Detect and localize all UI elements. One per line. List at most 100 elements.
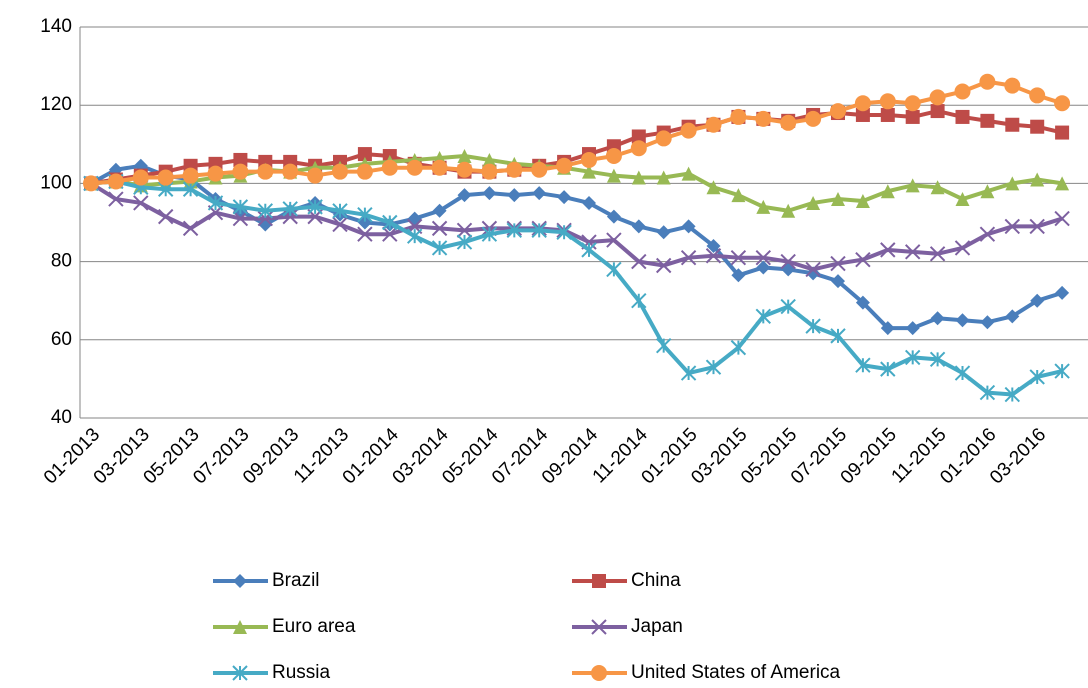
marker (456, 161, 473, 178)
legend-label: Brazil (272, 570, 320, 591)
marker (855, 251, 871, 268)
marker (1004, 218, 1021, 235)
marker (756, 260, 771, 275)
marker (855, 193, 870, 208)
marker (207, 195, 224, 211)
marker (108, 191, 124, 207)
marker (631, 129, 646, 144)
marker (531, 161, 548, 178)
marker (980, 184, 995, 199)
marker (980, 315, 995, 330)
marker (655, 337, 672, 354)
x-tick-label: 09-2014 (538, 424, 602, 488)
legend-marker (232, 665, 248, 681)
y-tick-label: 40 (51, 407, 72, 428)
marker (407, 211, 422, 226)
marker (606, 168, 621, 183)
y-tick-label: 80 (51, 251, 72, 272)
marker (755, 249, 772, 266)
marker (930, 104, 945, 119)
marker (680, 249, 697, 266)
marker (979, 226, 996, 242)
series-line (90, 109, 1063, 186)
legend-label: Japan (631, 616, 683, 637)
marker (357, 226, 373, 242)
marker (755, 110, 772, 127)
marker (905, 178, 920, 193)
marker (706, 238, 721, 253)
marker (431, 220, 448, 237)
y-tick-label: 140 (40, 16, 72, 37)
marker (655, 257, 672, 274)
marker (83, 175, 99, 192)
marker (1055, 176, 1070, 191)
marker (431, 240, 448, 256)
legend-marker (233, 574, 247, 588)
marker (979, 73, 996, 90)
marker (805, 318, 821, 334)
marker (631, 253, 647, 270)
marker (332, 216, 348, 233)
marker (880, 184, 895, 199)
marker (132, 169, 149, 186)
marker (581, 242, 597, 258)
marker (730, 249, 747, 266)
marker (930, 311, 945, 326)
marker (831, 192, 845, 207)
marker (806, 195, 821, 210)
legend-label: Russia (272, 662, 331, 683)
legend-marker (591, 665, 607, 681)
marker (1004, 77, 1021, 94)
marker (133, 195, 149, 211)
marker (1029, 218, 1045, 235)
marker (1005, 309, 1020, 324)
marker (805, 261, 821, 278)
marker (905, 321, 920, 336)
marker (406, 228, 423, 244)
legend-label: Euro area (272, 616, 356, 637)
marker (954, 365, 971, 381)
marker (532, 186, 547, 201)
marker (257, 210, 274, 227)
marker (332, 163, 348, 180)
marker (955, 192, 970, 207)
marker (1030, 172, 1045, 187)
marker (930, 180, 945, 195)
marker (257, 203, 274, 219)
series-line (90, 79, 1063, 186)
marker (182, 167, 199, 184)
marker (1029, 87, 1046, 104)
marker (755, 308, 772, 325)
marker (382, 226, 398, 242)
marker (506, 222, 523, 239)
marker (582, 195, 596, 210)
marker (855, 107, 870, 122)
marker (1004, 386, 1021, 403)
marker (232, 199, 249, 215)
marker (681, 166, 696, 181)
marker (381, 159, 398, 176)
marker (905, 109, 920, 124)
marker (680, 365, 697, 381)
marker (854, 95, 871, 112)
marker (929, 89, 946, 106)
marker (705, 116, 722, 133)
marker (557, 190, 572, 205)
marker (904, 349, 921, 366)
y-tick-label: 100 (40, 172, 72, 193)
x-tick-label: 09-2013 (239, 424, 303, 488)
marker (282, 208, 298, 225)
marker (1055, 125, 1070, 140)
marker (979, 384, 996, 401)
marker (107, 173, 124, 190)
marker (556, 157, 573, 174)
marker (731, 188, 746, 203)
marker (307, 167, 324, 184)
marker (406, 159, 423, 176)
marker (680, 122, 697, 139)
marker (1030, 119, 1045, 134)
marker (880, 107, 895, 122)
marker (780, 114, 797, 131)
marker (457, 149, 472, 164)
marker (582, 164, 596, 179)
